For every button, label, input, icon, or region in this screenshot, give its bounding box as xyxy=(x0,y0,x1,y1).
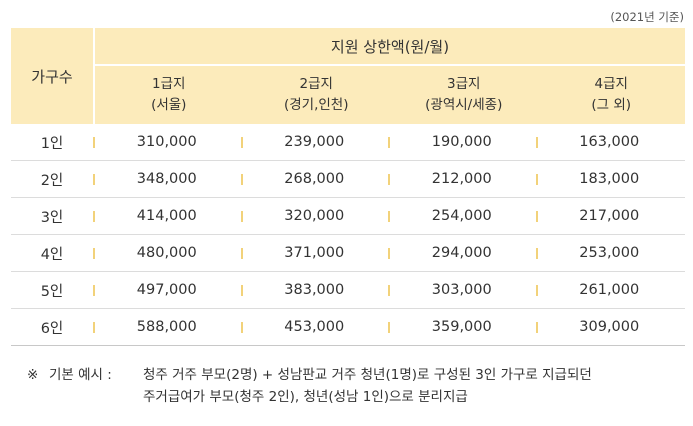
header-divider xyxy=(93,28,95,124)
table-row: 4인 480,000 371,000 294,000 253,000 xyxy=(11,235,685,272)
grade-area: (서울) xyxy=(151,97,187,113)
grade-headers: 1급지 (서울) 2급지 (경기,인천) 3급지 (광역시/세종) 4급지 (그… xyxy=(95,66,685,124)
note-label: 기본 예시 : xyxy=(49,367,112,383)
amount-cell: 453,000 xyxy=(240,309,389,345)
amount-cell: 359,000 xyxy=(388,309,536,345)
grade-area: (경기,인천) xyxy=(283,97,349,113)
table-row: 3인 414,000 320,000 254,000 217,000 xyxy=(11,198,685,235)
amount-cell: 254,000 xyxy=(388,198,536,234)
grade-name: 3급지 xyxy=(447,76,481,92)
household-header: 가구수 xyxy=(31,67,73,86)
amount-cell: 588,000 xyxy=(93,309,241,345)
amount-cell: 348,000 xyxy=(93,161,241,197)
grade-header-1: 1급지 (서울) xyxy=(95,66,243,124)
table-row: 1인 310,000 239,000 190,000 163,000 xyxy=(11,124,685,161)
household-cell: 1인 xyxy=(40,135,64,152)
example-note: ※ 기본 예시 : 청주 거주 부모(2명) + 성남판교 거주 청년(1명)로… xyxy=(27,364,592,408)
household-cell: 2인 xyxy=(40,172,64,189)
grade-header-4: 4급지 (그 외) xyxy=(538,66,686,124)
amount-cell: 183,000 xyxy=(535,161,684,197)
household-cell: 3인 xyxy=(40,209,64,226)
amount-cell: 217,000 xyxy=(535,198,684,234)
amount-cell: 212,000 xyxy=(388,161,536,197)
amount-cell: 414,000 xyxy=(93,198,241,234)
amount-cell: 190,000 xyxy=(388,124,536,160)
household-cell: 4인 xyxy=(40,246,64,263)
basis-year-label: (2021년 기준) xyxy=(610,10,684,24)
amount-cell: 294,000 xyxy=(388,235,536,271)
amount-cell: 480,000 xyxy=(93,235,241,271)
note-text-2: 주거급여가 부모(청주 2인), 청년(성남 1인)으로 분리지급 xyxy=(143,389,468,405)
household-cell: 6인 xyxy=(40,320,64,337)
amount-cell: 261,000 xyxy=(535,272,684,308)
table-body: 1인 310,000 239,000 190,000 163,000 2인 34… xyxy=(11,124,685,346)
grade-name: 2급지 xyxy=(299,76,333,92)
table-header: 가구수 지원 상한액(원/월) 1급지 (서울) 2급지 (경기,인천) 3급지… xyxy=(11,28,685,124)
amount-cell: 268,000 xyxy=(240,161,389,197)
amount-cell: 303,000 xyxy=(388,272,536,308)
amount-cell: 497,000 xyxy=(93,272,241,308)
grade-name: 4급지 xyxy=(594,76,628,92)
note-text-1: 청주 거주 부모(2명) + 성남판교 거주 청년(1명)로 구성된 3인 가구… xyxy=(143,367,592,383)
header-divider xyxy=(95,64,685,66)
amount-cell: 309,000 xyxy=(535,309,684,345)
table-row: 5인 497,000 383,000 303,000 261,000 xyxy=(11,272,685,309)
table-row: 6인 588,000 453,000 359,000 309,000 xyxy=(11,309,685,346)
amount-cell: 320,000 xyxy=(240,198,389,234)
amount-cell: 371,000 xyxy=(240,235,389,271)
grade-area: (광역시/세종) xyxy=(425,97,503,113)
grade-name: 1급지 xyxy=(152,76,186,92)
grade-header-3: 3급지 (광역시/세종) xyxy=(390,66,538,124)
amount-cell: 383,000 xyxy=(240,272,389,308)
amount-cell: 253,000 xyxy=(535,235,684,271)
amount-cell: 239,000 xyxy=(240,124,389,160)
household-cell: 5인 xyxy=(40,283,64,300)
support-limit-header: 지원 상한액(원/월) xyxy=(330,37,450,56)
reference-mark-icon: ※ xyxy=(27,367,39,383)
grade-header-2: 2급지 (경기,인천) xyxy=(243,66,391,124)
grade-area: (그 외) xyxy=(591,97,632,113)
amount-cell: 310,000 xyxy=(93,124,241,160)
table-row: 2인 348,000 268,000 212,000 183,000 xyxy=(11,161,685,198)
note-line-1: ※ 기본 예시 : 청주 거주 부모(2명) + 성남판교 거주 청년(1명)로… xyxy=(27,364,592,386)
amount-cell: 163,000 xyxy=(535,124,684,160)
